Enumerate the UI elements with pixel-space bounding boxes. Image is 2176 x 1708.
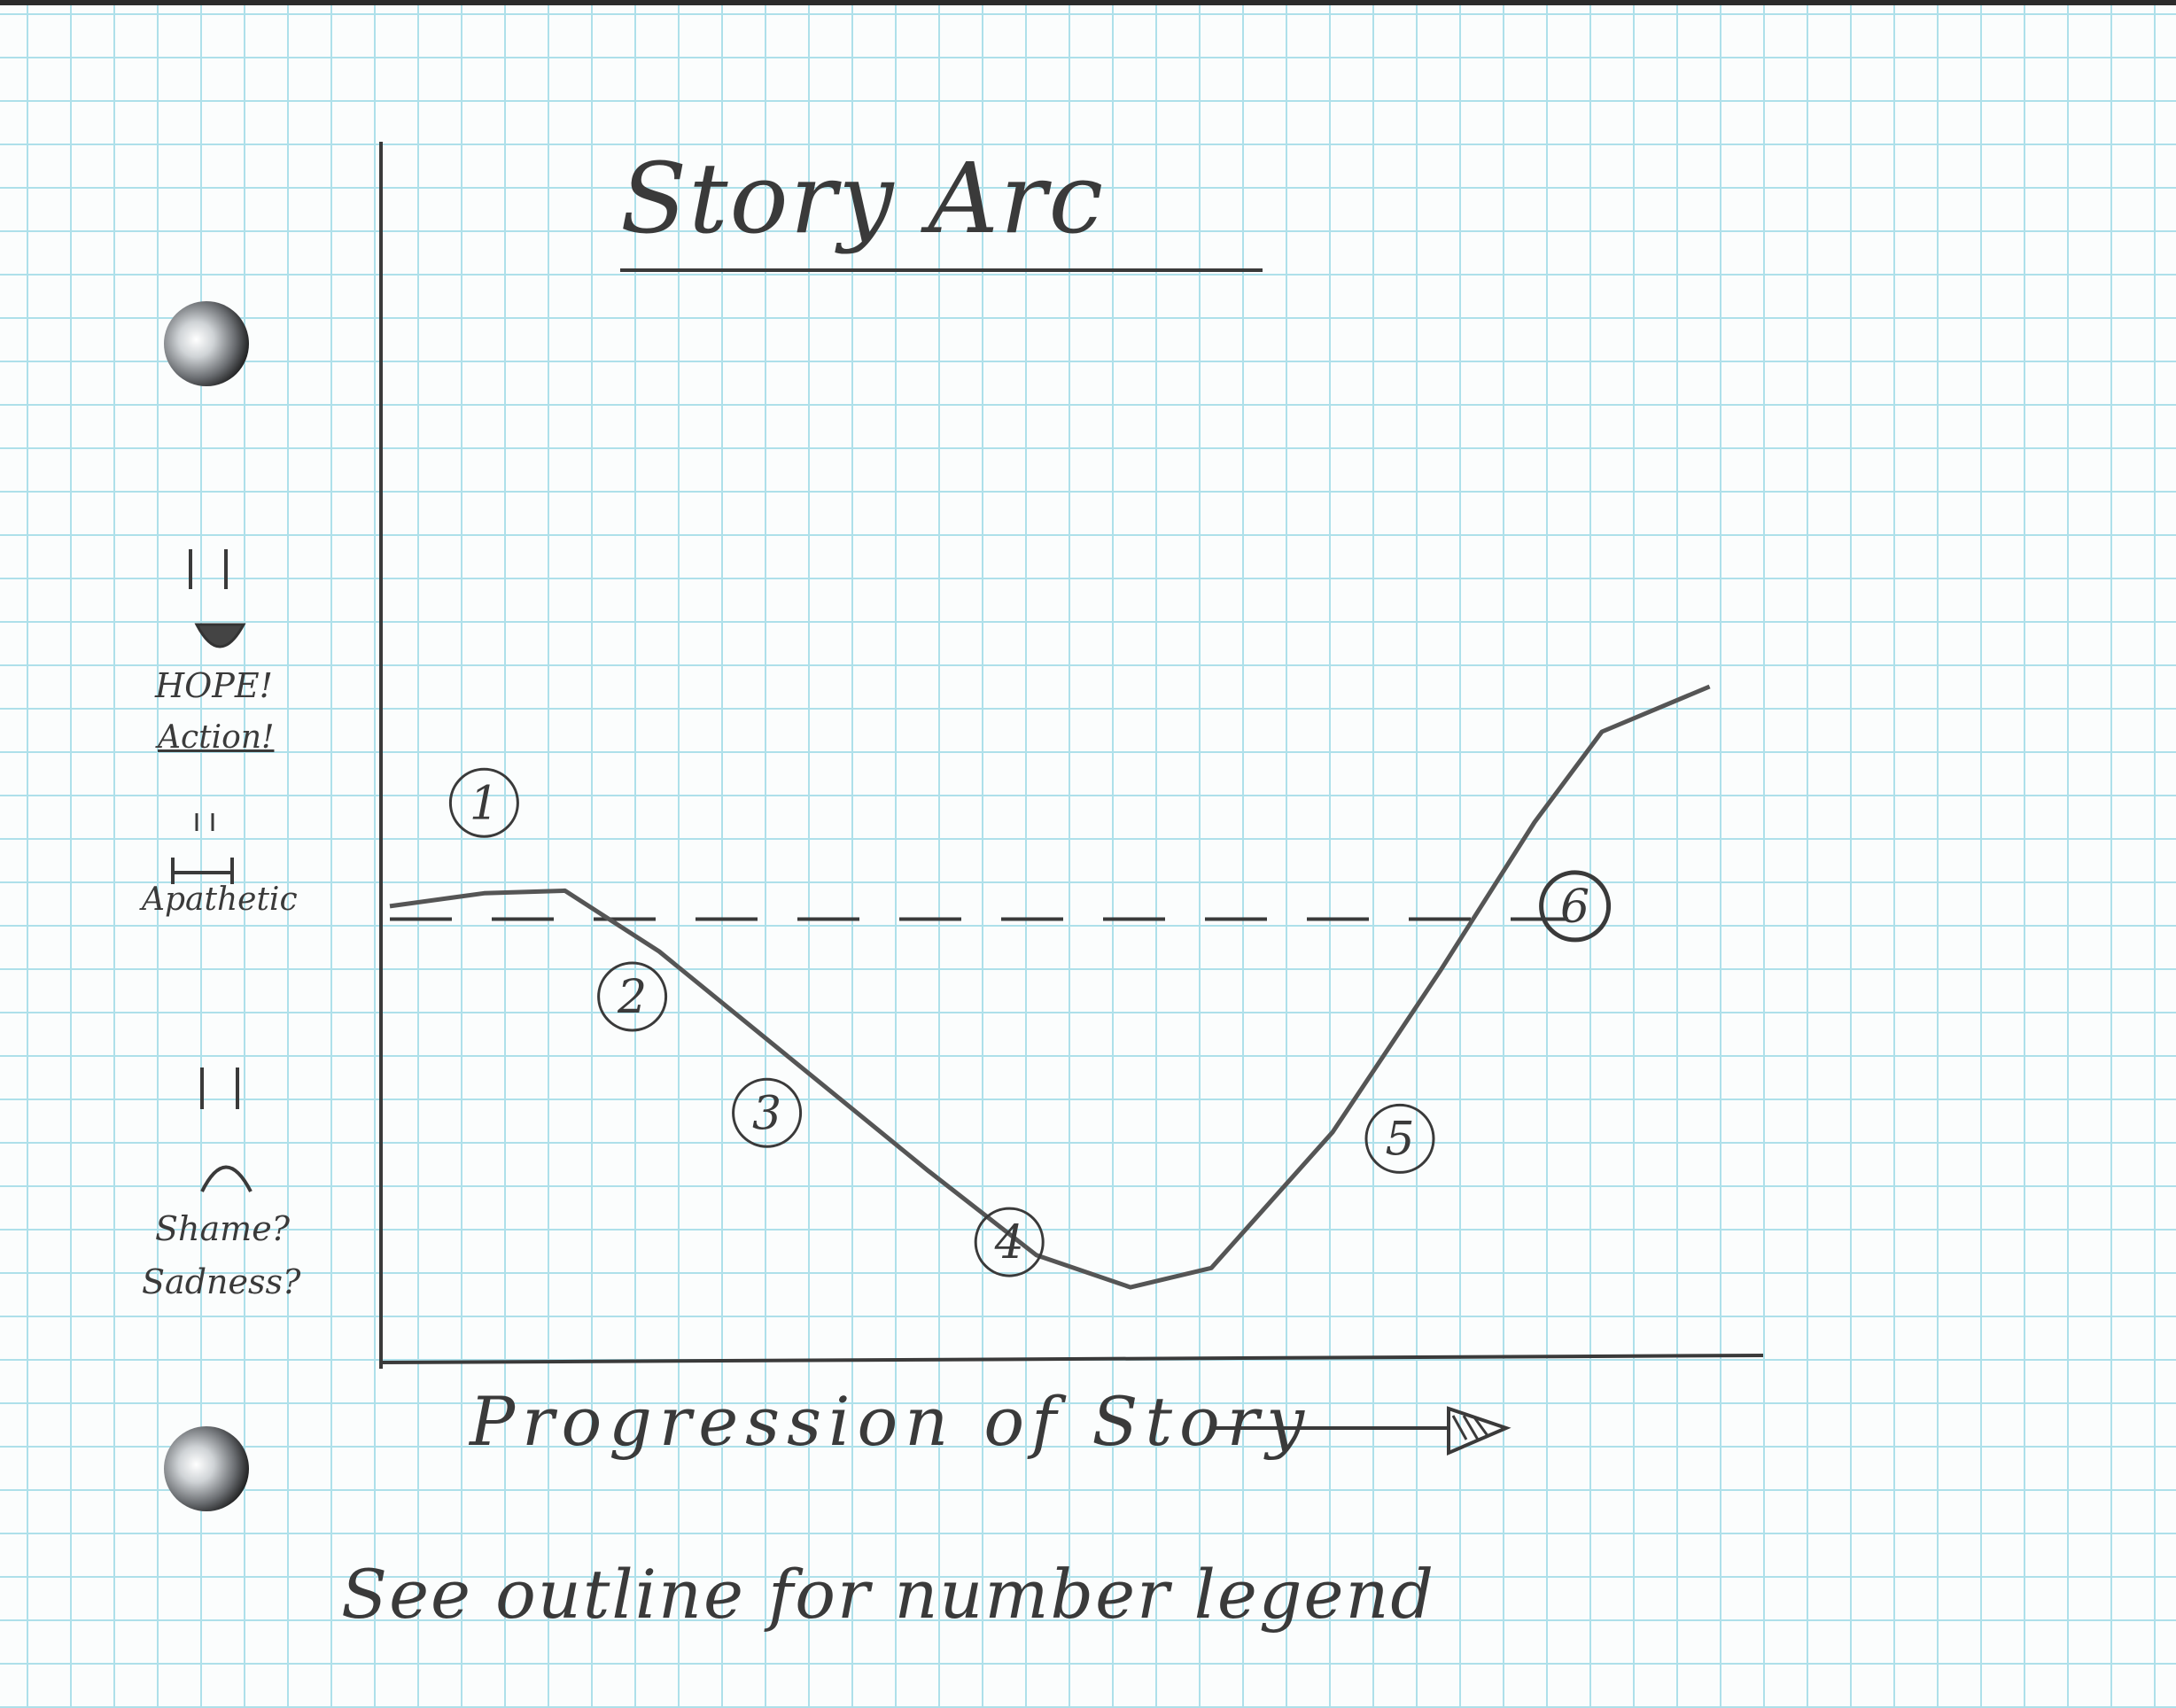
binder-hole-bottom	[164, 1426, 249, 1511]
marker-circle-3	[732, 1077, 803, 1148]
chart-title: Story Arc	[620, 142, 1106, 255]
y-label-shame: Shame?	[155, 1209, 291, 1248]
y-label-sadness: Sadness?	[142, 1262, 301, 1301]
marker-label-4: 4	[994, 1216, 1024, 1269]
scan-top-edge	[0, 0, 2176, 5]
marker-label-6: 6	[1560, 881, 1589, 934]
x-axis-label: Progression of Story	[470, 1382, 1312, 1461]
marker-label-5: 5	[1385, 1113, 1414, 1166]
legend-note: See outline for number legend	[341, 1555, 1436, 1634]
number-markers: 1 2 3 4 5 6	[448, 767, 1612, 1277]
sad-face-icon	[200, 1068, 253, 1192]
y-label-hope: HOPE!	[155, 666, 273, 705]
hope-face-icon	[189, 549, 246, 648]
marker-circle-1	[448, 767, 519, 838]
y-label-apathetic: Apathetic	[142, 881, 298, 918]
marker-label-3: 3	[752, 1087, 781, 1140]
marker-label-1: 1	[470, 777, 499, 830]
marker-circle-4	[974, 1207, 1045, 1277]
y-label-action: Action!	[158, 719, 275, 756]
axis-arrow-icon	[1209, 1406, 1512, 1456]
marker-circle-2	[597, 961, 668, 1032]
x-axis	[380, 1354, 1764, 1364]
marker-label-2: 2	[617, 971, 647, 1024]
marker-circle-5	[1364, 1103, 1435, 1174]
marker-circle-6	[1539, 870, 1612, 943]
binder-hole-top	[164, 301, 249, 386]
story-arc-line	[389, 684, 1711, 1290]
apathetic-face-icon	[171, 813, 234, 884]
